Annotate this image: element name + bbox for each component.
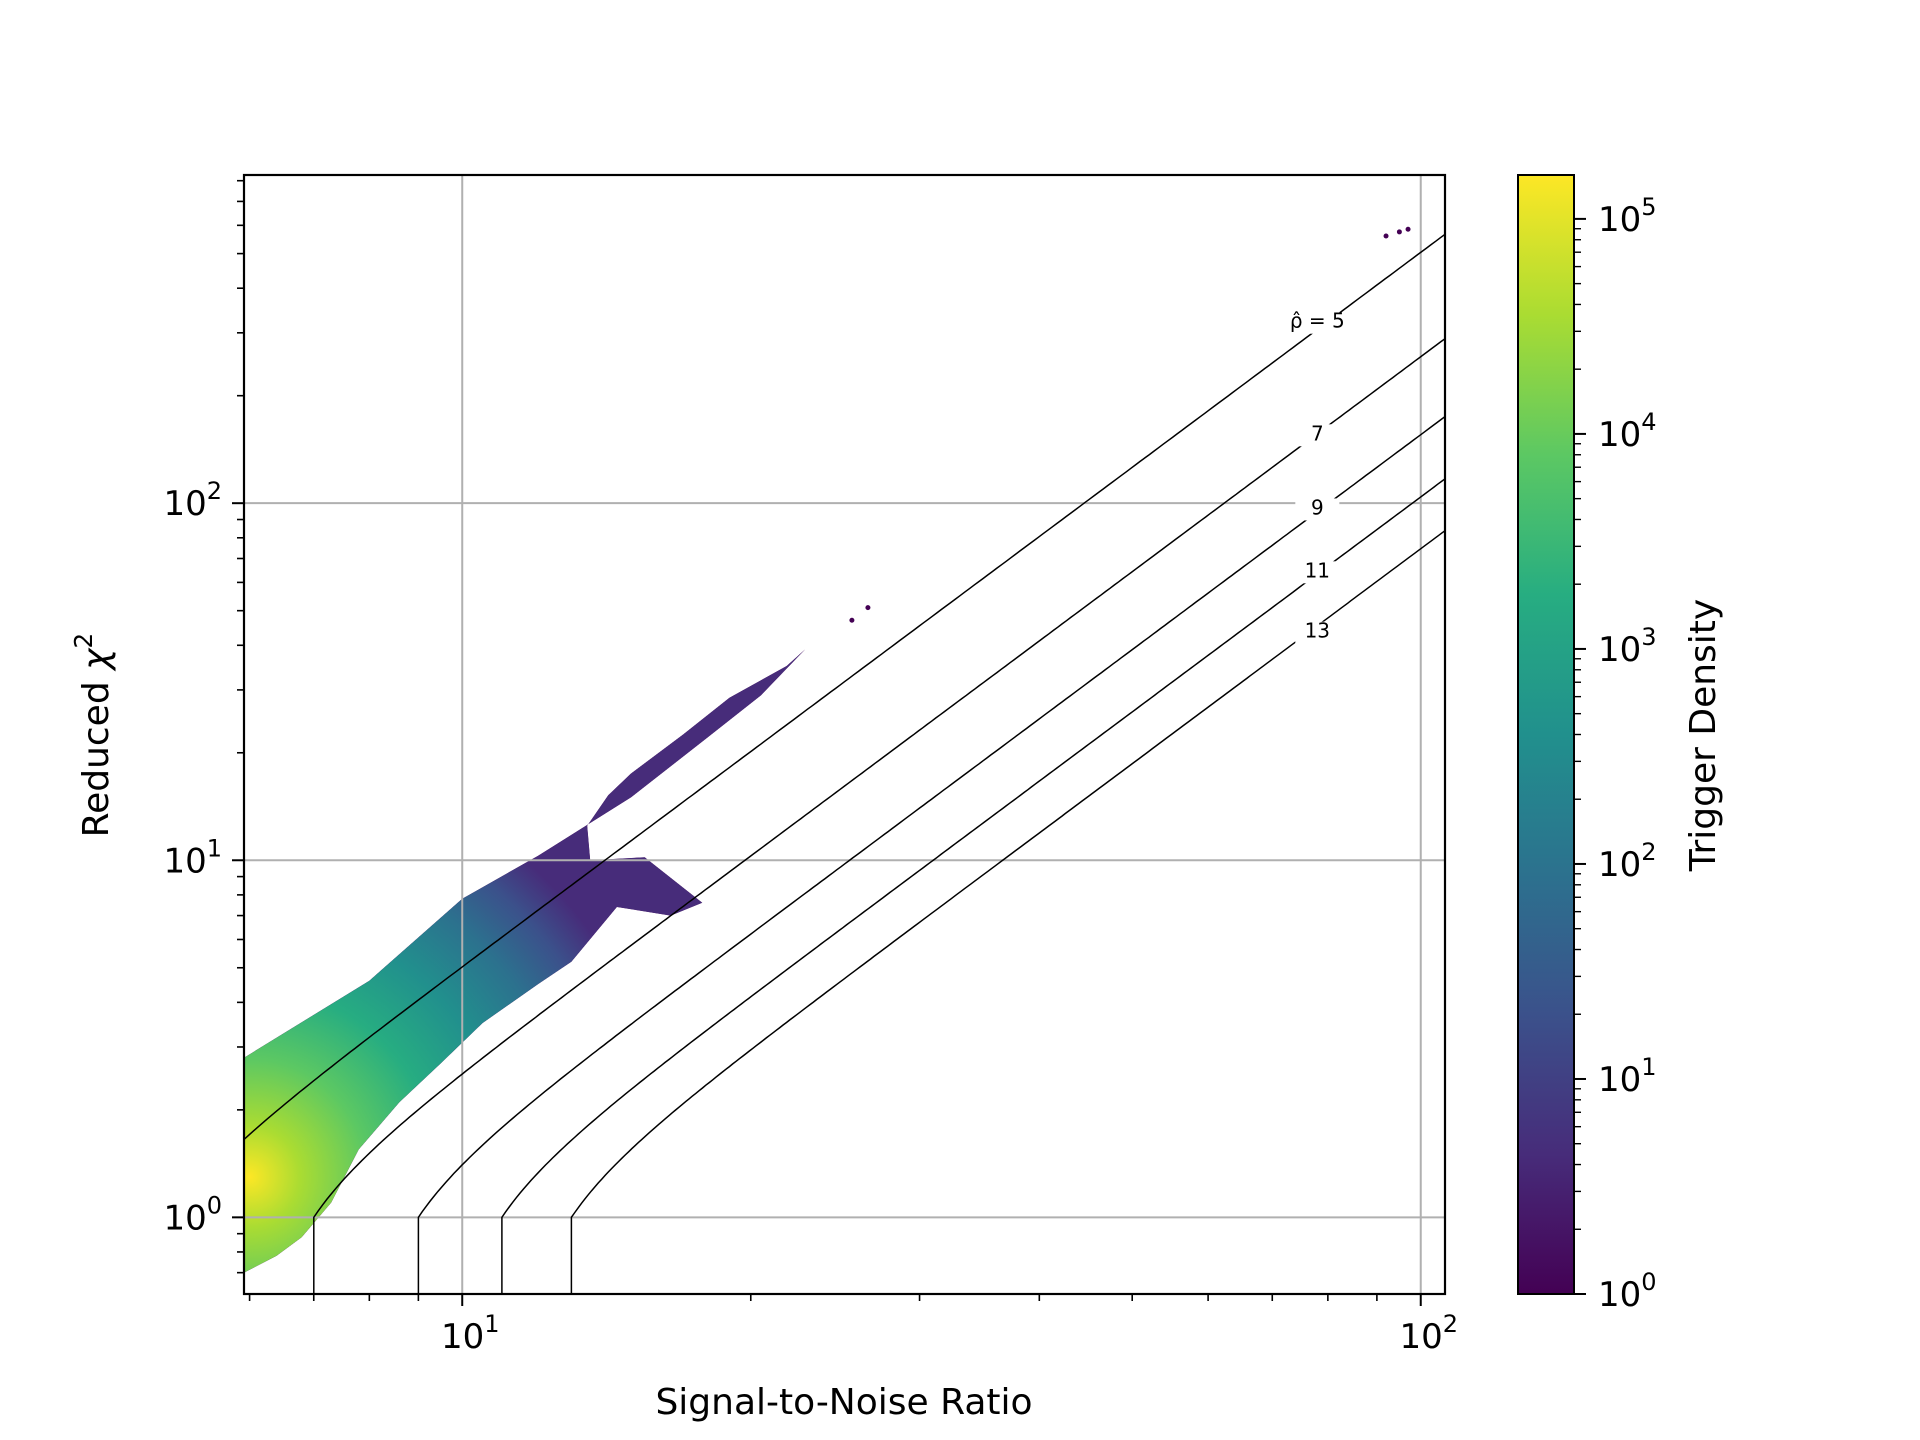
y-tick-label: 100 xyxy=(163,1191,222,1238)
plot-area: ρ̂ = 5 7 9 11 13 xyxy=(242,173,1447,1296)
colorbar-tick-label: 103 xyxy=(1598,623,1657,670)
contour-label-bg xyxy=(1295,561,1340,584)
plot-background xyxy=(244,175,1445,1294)
rho-contour-line xyxy=(417,415,1445,1294)
trigger-density-hexbin xyxy=(244,226,1411,1273)
colorbar: 100 101 102 103 104 105 Trigger Density xyxy=(1517,174,1724,1315)
x-axis: 101 102 xyxy=(248,1294,1458,1357)
rho-contour-line xyxy=(501,478,1445,1294)
contour-label-bg xyxy=(1295,311,1340,334)
contour-label-bg xyxy=(1295,424,1340,447)
y-axis-label: Reduced χ2 xyxy=(69,633,117,838)
colorbar-gradient xyxy=(1517,174,1575,1295)
y-axis: 100 101 102 xyxy=(163,179,244,1274)
contour-label: ρ̂ = 5 xyxy=(1290,309,1345,333)
colorbar-tick-label: 100 xyxy=(1598,1268,1657,1315)
y-axis-label-text: Reduced xyxy=(76,670,117,837)
contour-label: 9 xyxy=(1311,495,1324,519)
rho-contour-line xyxy=(313,338,1445,1294)
contour-label-bg xyxy=(1295,498,1340,521)
colorbar-tick-label: 102 xyxy=(1598,838,1657,885)
colorbar-ticks: 100 101 102 103 104 105 xyxy=(1574,193,1657,1315)
outlier-point xyxy=(1405,226,1411,232)
x-tick-label: 101 xyxy=(441,1310,500,1357)
colorbar-tick-label: 104 xyxy=(1598,408,1657,455)
density-region-fill xyxy=(244,649,806,1273)
outlier-point xyxy=(1383,233,1389,239)
contour-label-bg xyxy=(1295,621,1340,644)
colorbar-tick-label: 101 xyxy=(1598,1053,1657,1100)
x-tick-label: 102 xyxy=(1399,1310,1458,1357)
y-tick-label: 101 xyxy=(163,834,222,881)
colorbar-label: Trigger Density xyxy=(1683,599,1724,872)
rho-contour-labels: ρ̂ = 5 7 9 11 13 xyxy=(1290,309,1345,644)
y-axis-label-superscript: 2 xyxy=(69,633,98,649)
outlier-point xyxy=(1396,229,1402,235)
x-axis-label: Signal-to-Noise Ratio xyxy=(655,1382,1032,1423)
plot-frame xyxy=(242,173,1447,1296)
y-tick-label: 102 xyxy=(163,477,222,524)
rho-contour-line xyxy=(244,233,1445,1141)
contour-label: 7 xyxy=(1311,421,1324,445)
grid-lines xyxy=(244,175,1445,1294)
contour-label: 11 xyxy=(1305,558,1330,582)
outlier-point xyxy=(865,605,871,611)
outlier-point xyxy=(849,617,855,623)
contour-label: 13 xyxy=(1305,619,1330,643)
y-axis-label-symbol: χ xyxy=(76,647,117,672)
colorbar-tick-label: 105 xyxy=(1598,193,1657,240)
